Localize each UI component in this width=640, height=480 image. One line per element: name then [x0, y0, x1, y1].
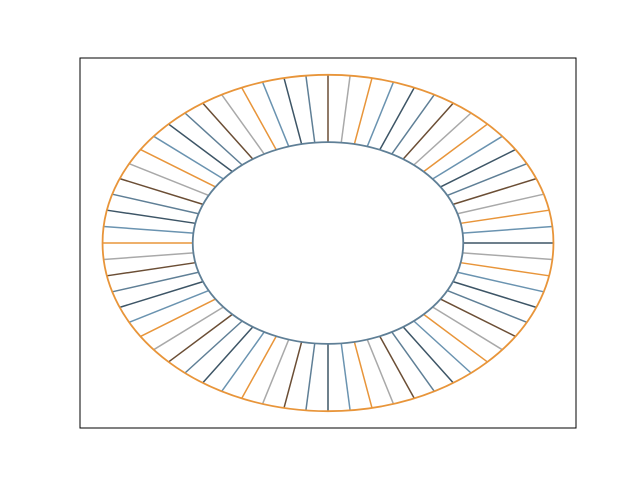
spoke-line [305, 75, 316, 143]
spoke-line [128, 163, 209, 197]
spoke-line [391, 331, 435, 392]
spoke-line [452, 177, 537, 206]
spoke-line [423, 123, 488, 173]
spoke-line [462, 225, 553, 234]
spoke-line [423, 313, 488, 363]
spoke-line [184, 112, 243, 166]
spoke-line [460, 209, 550, 225]
spoke-line [452, 280, 537, 309]
spoke-line [283, 341, 303, 409]
spoke-line [305, 343, 316, 411]
spoke-line [140, 298, 216, 338]
spoke-line [106, 209, 196, 225]
spoke-line [340, 343, 351, 411]
spoke-line [103, 252, 194, 261]
spoke-line [440, 148, 516, 188]
spoke-line [202, 102, 254, 160]
spoke-line [432, 135, 503, 180]
spoke-line [221, 331, 265, 392]
spoke-line [379, 87, 415, 151]
spoke-line [440, 298, 516, 338]
spoke-line [184, 320, 243, 374]
spoke-line [447, 163, 528, 197]
spoke-line [168, 313, 233, 363]
inner-ring [191, 141, 465, 345]
spoke-line [153, 135, 224, 180]
spoke-line [353, 77, 373, 145]
spoke-line [241, 87, 277, 151]
plot-area-frame [79, 57, 577, 429]
spoke-line [128, 289, 209, 323]
spoke-line [457, 193, 544, 215]
spokes-group [102, 74, 554, 412]
spoke-line [366, 81, 395, 147]
spoke-line [413, 112, 472, 166]
spoke-line [202, 326, 254, 384]
rings-group [101, 73, 555, 413]
spoke-line [402, 102, 454, 160]
spoke-line [432, 306, 503, 351]
outer-ring [101, 73, 555, 413]
spoke-line [112, 271, 199, 293]
spoke-line [283, 77, 303, 145]
spoke-line [366, 339, 395, 405]
spoke-line [447, 289, 528, 323]
spoke-line [168, 123, 233, 173]
spoke-line [112, 193, 199, 215]
spoke-line [391, 94, 435, 155]
spoke-line [340, 75, 351, 143]
spoke-line [140, 148, 216, 188]
spoke-line [221, 94, 265, 155]
spoke-line [460, 261, 550, 277]
spoke-line [119, 177, 204, 206]
spoke-line [261, 81, 290, 147]
spoke-line [457, 271, 544, 293]
spoke-line [103, 225, 194, 234]
spoke-line [353, 341, 373, 409]
spoke-line [413, 320, 472, 374]
spoke-line [119, 280, 204, 309]
spoke-line [379, 335, 415, 399]
spoke-line [153, 306, 224, 351]
spoke-line [106, 261, 196, 277]
spoke-line [462, 252, 553, 261]
spoke-line [261, 339, 290, 405]
spoke-line [241, 335, 277, 399]
spoke-line [402, 326, 454, 384]
